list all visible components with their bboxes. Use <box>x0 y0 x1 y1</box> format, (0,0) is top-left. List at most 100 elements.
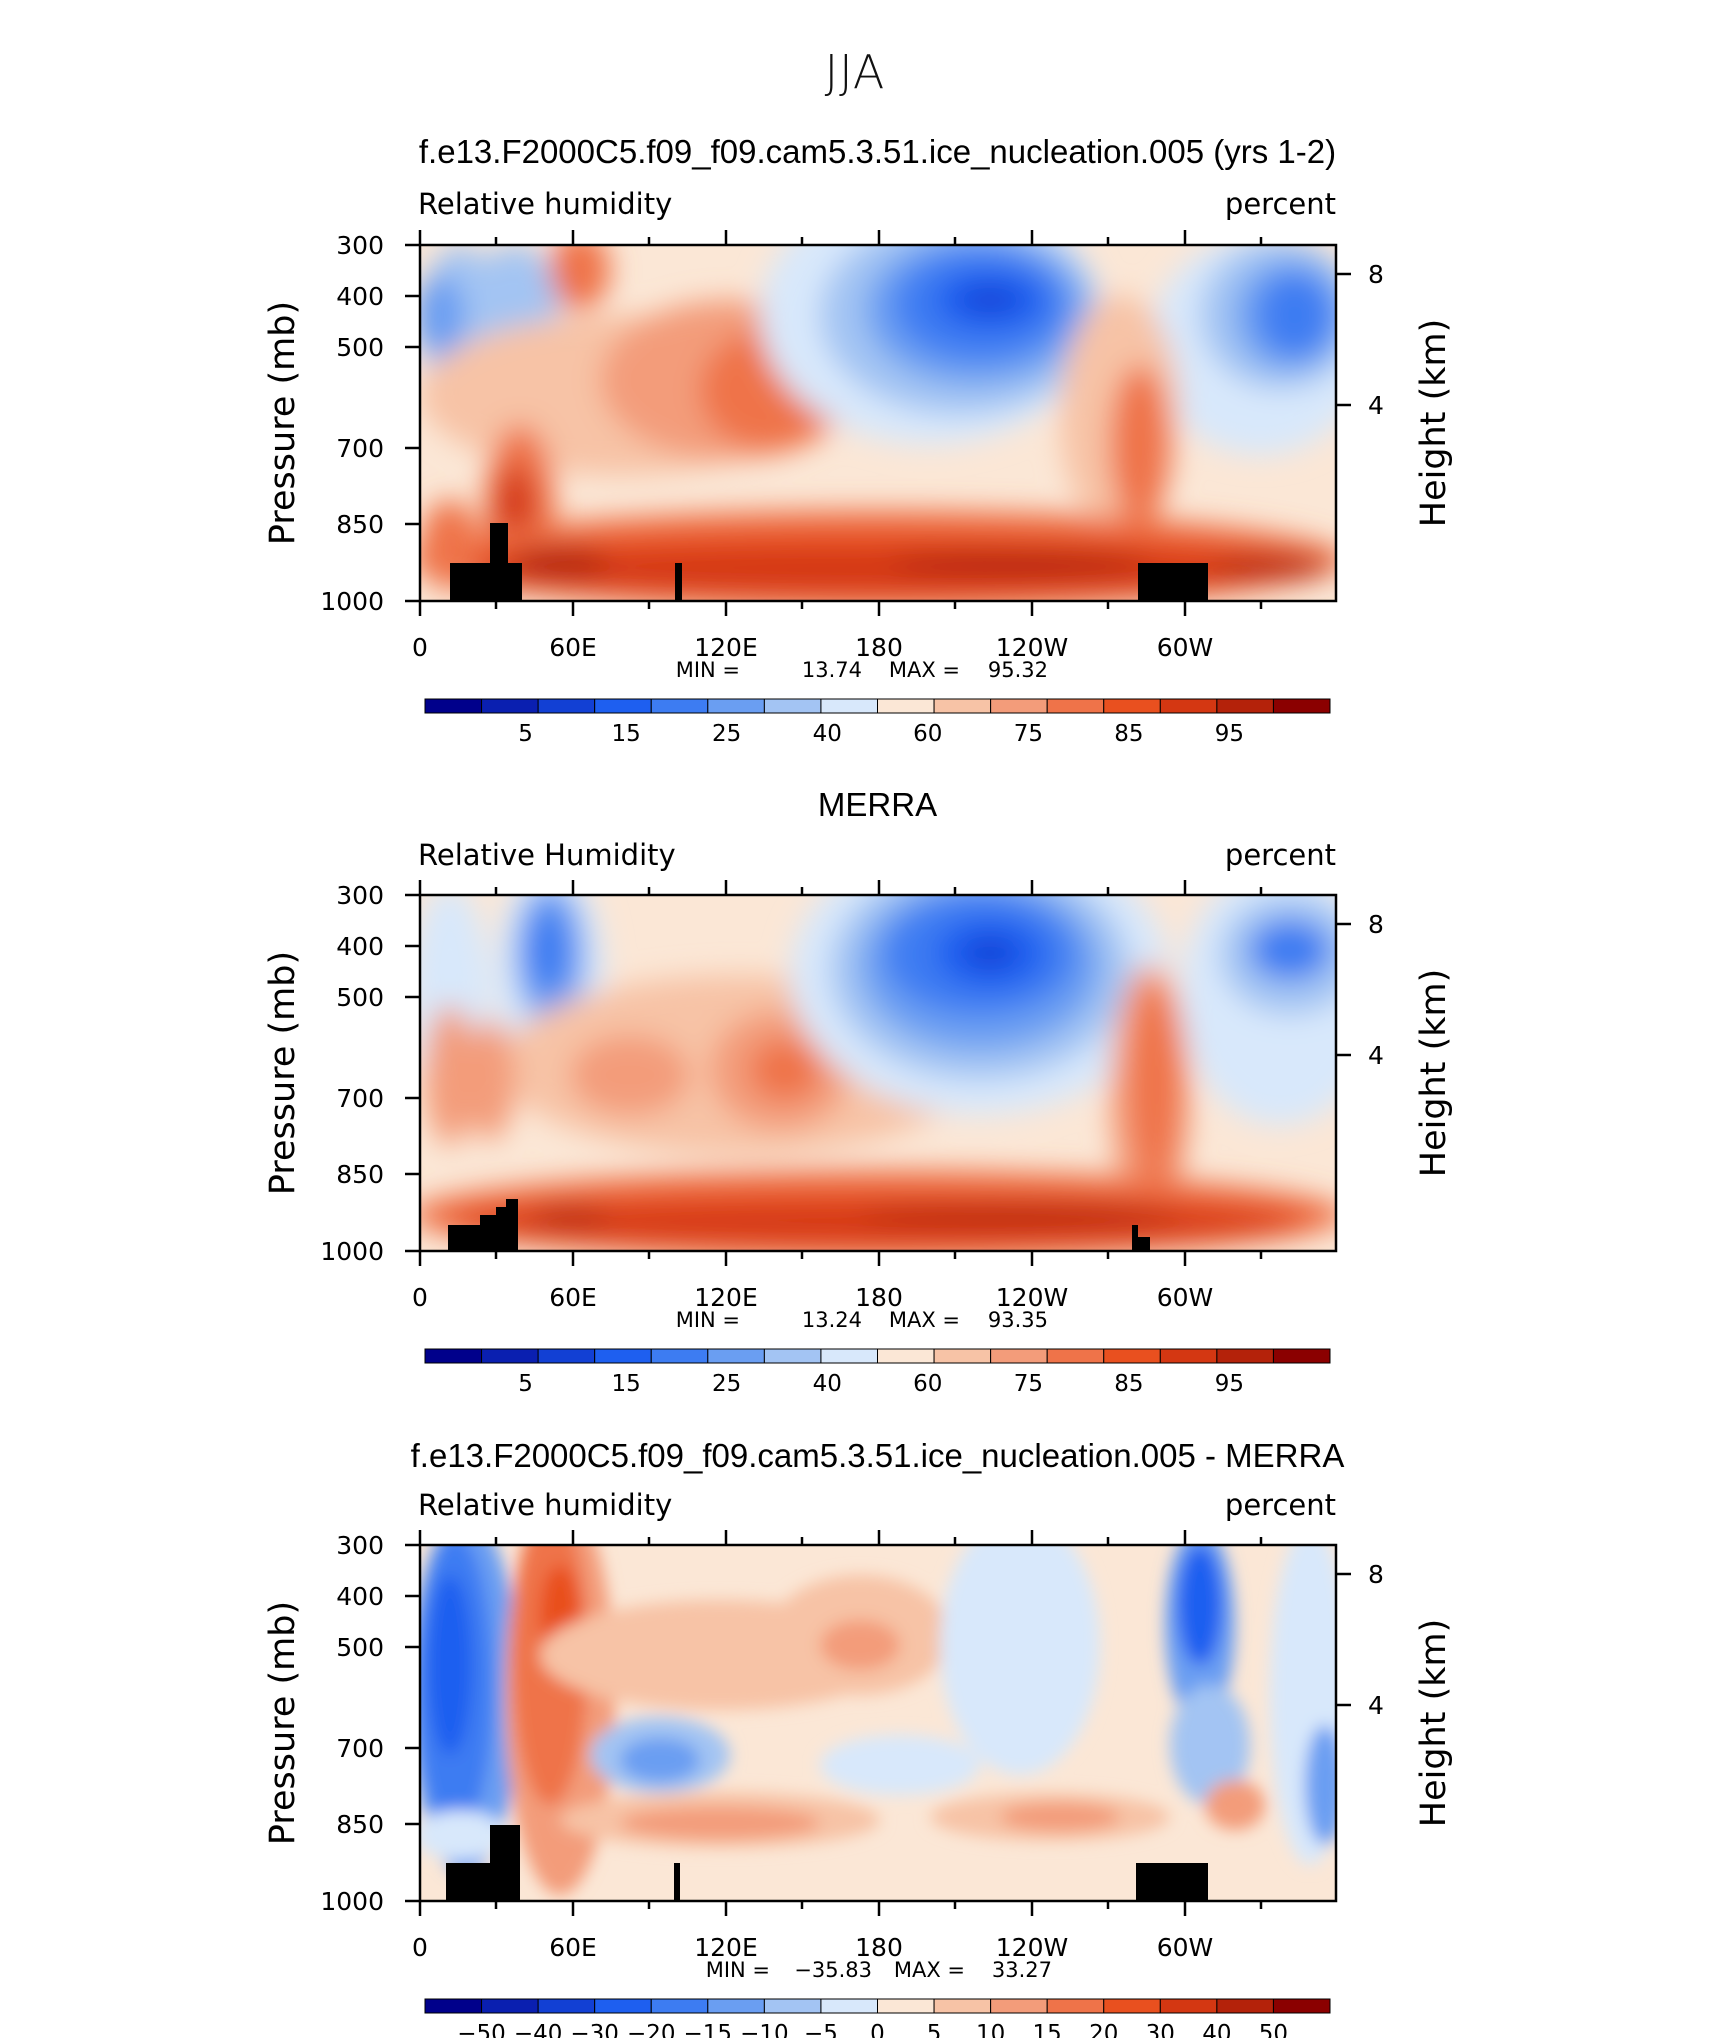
panel3-min-label: MIN = <box>706 1958 770 1982</box>
panel1-xtick-4: 120W <box>996 633 1068 662</box>
colorbar-swatch <box>1046 1998 1105 2014</box>
colorbar-label: 85 <box>1114 1371 1143 1397</box>
panel1-colorbar <box>424 698 1331 714</box>
panel2-ytick-700: 700 <box>336 1084 384 1113</box>
colorbar-swatch <box>990 698 1048 714</box>
colorbar-swatch <box>933 1998 992 2014</box>
colorbar-label: 30 <box>1146 2021 1175 2038</box>
panel1-y2tick-4: 4 <box>1368 391 1384 420</box>
panel3-xtick-2: 120E <box>694 1933 758 1962</box>
colorbar-label: 75 <box>1014 1371 1043 1397</box>
panel1-xtick-3: 180 <box>855 633 903 662</box>
colorbar-label: 10 <box>976 2021 1005 2038</box>
colorbar-swatch <box>537 1998 596 2014</box>
panel1-xtick-0: 0 <box>412 633 428 662</box>
colorbar-swatch <box>1103 698 1161 714</box>
colorbar-swatch <box>424 1348 483 1364</box>
panel3-ytick-400: 400 <box>336 1582 384 1611</box>
panel2-ytick-500: 500 <box>336 983 384 1012</box>
colorbar-swatch <box>1046 1348 1105 1364</box>
panel2-ytick-400: 400 <box>336 932 384 961</box>
colorbar-swatch <box>1103 1998 1161 2014</box>
panel1-plot-area <box>420 245 1336 601</box>
colorbar-label: 95 <box>1215 721 1244 747</box>
colorbar-swatch <box>877 1348 935 1364</box>
colorbar-swatch <box>481 1998 539 2014</box>
panel1-y2tick-8: 8 <box>1368 260 1384 289</box>
colorbar-swatch <box>990 1348 1048 1364</box>
colorbar-label: 5 <box>518 1371 533 1397</box>
panel2-min-value: 13.24 <box>802 1308 862 1332</box>
panel1-min-label: MIN = <box>676 658 740 682</box>
panel2-right-label: percent <box>1225 838 1336 872</box>
colorbar-swatch <box>424 1998 483 2014</box>
panel3-xtick-4: 120W <box>996 1933 1068 1962</box>
panel3-ylabel: Pressure (mb) <box>263 1601 303 1845</box>
panel1-min-value: 13.74 <box>802 658 862 682</box>
colorbar-swatch <box>1159 698 1218 714</box>
colorbar-swatch <box>707 1348 765 1364</box>
panel2-ytick-1000: 1000 <box>320 1237 384 1266</box>
panel3-right-label: percent <box>1225 1488 1336 1522</box>
colorbar-swatch <box>707 698 765 714</box>
panel2-max-value: 93.35 <box>988 1308 1048 1332</box>
colorbar-label: 15 <box>611 721 640 747</box>
panel2-xtick-3: 180 <box>855 1283 903 1312</box>
colorbar-swatch <box>763 698 822 714</box>
panel2-title: MERRA <box>817 786 938 823</box>
panel2-y2label: Height (km) <box>1414 969 1454 1178</box>
colorbar-label: 20 <box>1089 2021 1118 2038</box>
panel2-xtick-2: 120E <box>694 1283 758 1312</box>
panel1-ytick-300: 300 <box>336 231 384 260</box>
panel3: Relative humidity percent <box>263 1488 1454 2038</box>
panel1-ytick-500: 500 <box>336 333 384 362</box>
panel3-ytick-850: 850 <box>336 1810 384 1839</box>
colorbar-label: −10 <box>740 2021 789 2038</box>
colorbar-label: 5 <box>927 2021 942 2038</box>
colorbar-swatch <box>1216 1348 1274 1364</box>
colorbar-swatch <box>594 1348 652 1364</box>
panel2-colorbar <box>424 1348 1331 1364</box>
colorbar-swatch <box>481 698 539 714</box>
colorbar-swatch <box>707 1998 765 2014</box>
panel3-ytick-1000: 1000 <box>320 1887 384 1916</box>
panel2-ylabel: Pressure (mb) <box>263 951 303 1195</box>
figure-title: JJA <box>824 45 886 99</box>
colorbar-label: 25 <box>712 1371 741 1397</box>
colorbar-label: 40 <box>813 1371 842 1397</box>
colorbar-swatch <box>763 1348 822 1364</box>
colorbar-label: 40 <box>813 721 842 747</box>
colorbar-swatch <box>820 698 878 714</box>
colorbar-swatch <box>763 1998 822 2014</box>
panel3-colorbar <box>424 1998 1331 2014</box>
panel3-xtick-5: 60W <box>1157 1933 1214 1962</box>
colorbar-label: 15 <box>611 1371 640 1397</box>
panel2-ytick-850: 850 <box>336 1160 384 1189</box>
colorbar-swatch <box>1216 1998 1274 2014</box>
panel1-title: f.e13.F2000C5.f09_f09.cam5.3.51.ice_nucl… <box>418 133 1337 170</box>
colorbar-swatch <box>650 698 709 714</box>
panel2-xtick-5: 60W <box>1157 1283 1214 1312</box>
panel3-plot-area <box>420 1545 1336 1901</box>
colorbar-swatch <box>877 698 935 714</box>
panel2-min-label: MIN = <box>676 1308 740 1332</box>
colorbar-label: 75 <box>1014 721 1043 747</box>
panel3-xtick-1: 60E <box>549 1933 597 1962</box>
colorbar-swatch <box>594 698 652 714</box>
colorbar-label: 95 <box>1215 1371 1244 1397</box>
panel1: Relative humidity percent <box>263 187 1454 747</box>
panel2-max-label: MAX = <box>889 1308 960 1332</box>
panel2-y2tick-8: 8 <box>1368 910 1384 939</box>
colorbar-swatch <box>990 1998 1048 2014</box>
panel1-xtick-2: 120E <box>694 633 758 662</box>
colorbar-label: 5 <box>518 721 533 747</box>
colorbar-label: −20 <box>627 2021 676 2038</box>
colorbar-label: 25 <box>712 721 741 747</box>
panel2-xtick-0: 0 <box>412 1283 428 1312</box>
panel1-ylabel: Pressure (mb) <box>263 301 303 545</box>
colorbar-swatch <box>1159 1348 1218 1364</box>
colorbar-swatch <box>650 1348 709 1364</box>
colorbar-label: 40 <box>1202 2021 1231 2038</box>
colorbar-label: 0 <box>870 2021 885 2038</box>
